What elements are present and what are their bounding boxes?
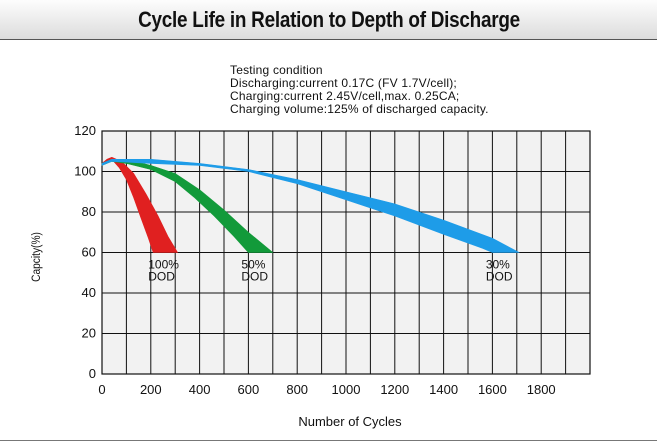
x-tick-label: 400: [189, 382, 211, 397]
series-band-50pct-dod: [101, 159, 274, 253]
y-tick-label: 20: [82, 326, 96, 341]
y-tick-label: 120: [74, 123, 96, 138]
series-label-100pct-dod: 100%: [148, 258, 179, 272]
x-tick-label: 800: [286, 382, 308, 397]
series-label-30pct-dod: 30%: [486, 258, 510, 272]
x-tick-label: 0: [98, 382, 105, 397]
x-tick-label: 200: [140, 382, 162, 397]
y-tick-label: 80: [82, 204, 96, 219]
plot-frame: [101, 130, 591, 375]
title-bar: Cycle Life in Relation to Depth of Disch…: [0, 0, 657, 40]
series-label-50pct-dod: DOD: [241, 270, 268, 284]
series-band-30pct-dod: [101, 159, 520, 253]
series-label-100pct-dod: DOD: [148, 270, 175, 284]
y-tick-label: 0: [89, 366, 96, 381]
series-label-30pct-dod: DOD: [486, 270, 513, 284]
x-tick-label: 1400: [429, 382, 458, 397]
x-tick-label: 1200: [380, 382, 409, 397]
testing-condition-line-1: Discharging:current 0.17C (FV 1.7V/cell)…: [230, 76, 457, 90]
x-tick-label: 1600: [478, 382, 507, 397]
page-title: Cycle Life in Relation to Depth of Disch…: [137, 6, 520, 32]
x-tick-label: 600: [238, 382, 260, 397]
testing-condition-line-3: Charging volume:125% of discharged capac…: [230, 102, 489, 116]
testing-condition-heading: Testing condition: [230, 63, 323, 77]
y-tick-label: 40: [82, 285, 96, 300]
footer-divider: [0, 440, 657, 441]
x-tick-label: 1000: [332, 382, 361, 397]
testing-condition-note: Testing condition Discharging:current 0.…: [230, 64, 489, 116]
y-tick-label: 100: [74, 164, 96, 179]
y-tick-label: 60: [82, 245, 96, 260]
x-axis-label: Number of Cycles: [298, 414, 402, 429]
testing-condition-line-2: Charging:current 2.45V/cell,max. 0.25CA;: [230, 89, 460, 103]
y-axis-label: Capcity(%): [30, 232, 43, 282]
series-label-50pct-dod: 50%: [241, 258, 265, 272]
x-tick-label: 1800: [527, 382, 556, 397]
